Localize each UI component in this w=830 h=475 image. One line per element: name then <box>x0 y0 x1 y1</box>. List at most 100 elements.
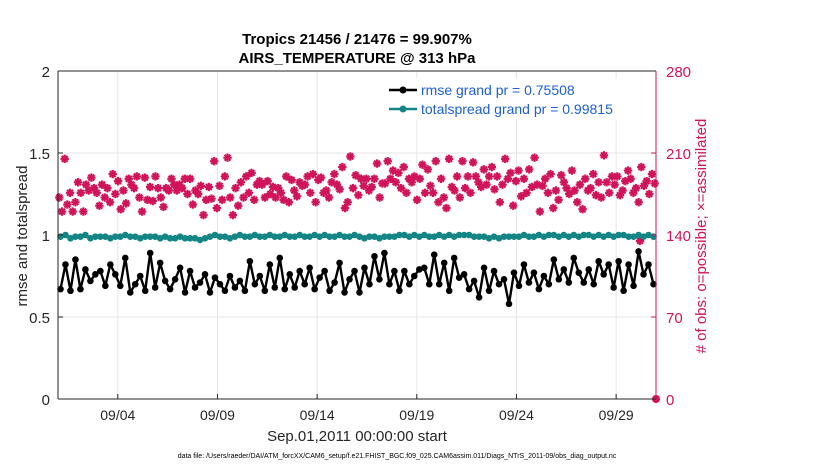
obs-point <box>292 192 302 201</box>
obs-point <box>300 180 310 189</box>
obs-point <box>415 174 424 183</box>
obs-point <box>468 158 478 167</box>
rmse-point <box>191 284 199 291</box>
rmse-point <box>515 282 523 290</box>
rmse-point <box>166 285 174 293</box>
obs-point <box>618 186 627 195</box>
axes <box>57 70 657 400</box>
spread-point <box>376 234 383 242</box>
spread-point <box>535 231 543 239</box>
rmse-point <box>97 267 104 275</box>
rmse-point <box>600 271 607 278</box>
rmse-point <box>196 279 204 286</box>
obs-point <box>428 188 438 198</box>
spread-point <box>585 231 593 239</box>
rmse-line <box>59 250 655 306</box>
rmse-point <box>430 251 438 258</box>
chart-title-line1: Tropics 21456 / 21476 = 99.907% <box>242 31 472 48</box>
obs-point <box>177 183 187 193</box>
spread-point <box>206 233 214 240</box>
spread-point <box>246 233 254 240</box>
rmse-point <box>276 254 284 262</box>
obs-point <box>87 173 96 182</box>
spread-point <box>77 233 84 240</box>
spread-point <box>231 233 239 240</box>
rmse-point <box>57 285 64 293</box>
spread-point <box>540 233 548 240</box>
spread-point <box>505 233 513 240</box>
y-tick-label-right: 0 <box>666 392 674 409</box>
obs-point <box>535 207 545 216</box>
obs-point <box>492 172 502 181</box>
spread-point <box>575 233 583 240</box>
spread-point <box>366 233 373 240</box>
rmse-point <box>640 271 647 278</box>
obs-point <box>484 172 494 181</box>
spread-point <box>475 233 483 240</box>
series-layer <box>55 151 660 403</box>
rmse-point <box>396 287 403 295</box>
obs-point <box>92 188 101 198</box>
rmse-point <box>595 257 602 265</box>
obs-point <box>519 174 529 183</box>
rmse-point <box>351 267 358 275</box>
spread-point <box>116 233 124 240</box>
spread-point <box>102 233 109 240</box>
obs-point <box>354 190 363 200</box>
spread-point <box>346 233 353 240</box>
rmse-point <box>316 274 323 281</box>
rmse-point <box>475 294 483 301</box>
obs-point <box>306 188 315 198</box>
obs-point <box>370 174 379 183</box>
obs-point <box>359 181 368 190</box>
obs-point <box>225 193 235 202</box>
rmse-point <box>176 264 184 272</box>
x-tick-label: 09/09 <box>200 407 235 423</box>
y-axis-label-right: # of obs: o=possible; ×=assimilated <box>693 119 710 354</box>
obs-point <box>629 188 638 198</box>
rmse-point <box>116 282 124 290</box>
obs-point <box>236 178 246 187</box>
obs-point <box>610 180 619 189</box>
spread-point <box>171 234 179 242</box>
rmse-point <box>92 271 99 278</box>
rmse-point <box>371 253 378 260</box>
spread-point <box>570 231 578 239</box>
spread-point <box>261 233 269 240</box>
obs-point <box>380 179 390 188</box>
spread-point <box>146 233 154 240</box>
obs-point <box>247 168 256 178</box>
rmse-point <box>231 284 239 291</box>
obs-point <box>586 183 595 193</box>
spread-point <box>156 234 164 242</box>
spread-point <box>550 231 558 239</box>
spread-point <box>411 231 418 239</box>
obs-point <box>541 174 550 183</box>
spread-point <box>161 233 169 240</box>
obs-point <box>530 153 539 162</box>
spread-point <box>301 233 308 240</box>
obs-point <box>645 189 654 199</box>
rmse-point <box>186 267 194 275</box>
obs-point <box>557 171 566 180</box>
obs-point <box>482 180 491 189</box>
obs-point <box>450 186 459 195</box>
spread-point <box>625 233 632 240</box>
obs-point <box>578 205 587 214</box>
rmse-point <box>346 275 353 283</box>
obs-point <box>57 207 67 216</box>
rmse-point <box>271 284 279 291</box>
rmse-point <box>505 300 513 308</box>
obs-point <box>511 176 521 186</box>
obs-point <box>394 168 403 178</box>
spread-point <box>131 233 139 240</box>
obs-point <box>455 193 464 202</box>
spread-point <box>151 233 159 240</box>
rmse-point <box>540 272 548 280</box>
spread-point <box>97 233 104 240</box>
obs-point <box>97 180 107 189</box>
obs-point <box>402 188 411 198</box>
rmse-point <box>301 280 308 288</box>
